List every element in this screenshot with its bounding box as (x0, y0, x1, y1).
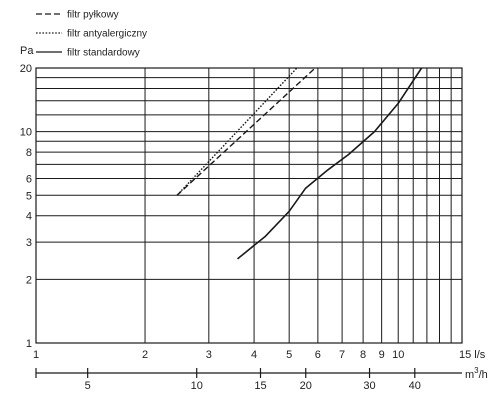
series-line-solid (236, 67, 423, 260)
x-tick-label: 6 (315, 349, 321, 361)
secondary-x-tick-label: 10 (191, 380, 203, 392)
secondary-x-tick-label: 20 (300, 380, 312, 392)
x-tick-label: 10 (392, 349, 404, 361)
x-tick-label: 2 (142, 349, 148, 361)
x-tick-label: 5 (286, 349, 292, 361)
legend-label: filtr antyalergiczny (67, 29, 147, 40)
x-tick-label: 4 (251, 349, 257, 361)
secondary-x-axis: 5 10 15 20 30 40 m3/h (35, 366, 488, 392)
y-axis: Pa 1 2 3 4 5 6 8 10 20 (20, 45, 35, 350)
x-tick-label: 1 (33, 349, 39, 361)
grid (35, 67, 463, 344)
secondary-x-tick-label: 30 (363, 380, 375, 392)
x-tick-label: 15 l/s (459, 349, 486, 361)
y-tick-label: 1 (26, 338, 32, 350)
y-tick-label: 2 (26, 274, 32, 286)
secondary-x-axis-unit: m3/h (465, 366, 488, 381)
series-layer (176, 67, 423, 260)
y-tick-label: 3 (26, 237, 32, 249)
secondary-x-tick-label: 5 (85, 380, 91, 392)
y-tick-label: 20 (20, 63, 32, 75)
x-tick-label: 7 (339, 349, 345, 361)
x-tick-label: 9 (379, 349, 385, 361)
y-tick-label: 4 (26, 211, 32, 223)
y-tick-label: 8 (26, 147, 32, 159)
legend-label: filtr pyłkowy (67, 10, 119, 21)
y-tick-label: 10 (20, 127, 32, 139)
series-line-dashed (176, 67, 316, 196)
x-tick-label: 8 (360, 349, 366, 361)
y-tick-label: 6 (26, 174, 32, 186)
x-tick-label: 3 (206, 349, 212, 361)
legend: filtr pyłkowy filtr antyalergiczny filtr s… (36, 10, 147, 59)
legend-label: filtr standardowy (67, 48, 140, 59)
y-tick-label: 5 (26, 190, 32, 202)
x-axis: 1 2 3 4 5 6 7 8 9 10 15 l/s (33, 349, 486, 361)
y-axis-unit: Pa (20, 45, 34, 57)
secondary-x-tick-label: 40 (409, 380, 421, 392)
secondary-x-tick-label: 15 (254, 380, 266, 392)
series-line-dotted (176, 67, 298, 196)
